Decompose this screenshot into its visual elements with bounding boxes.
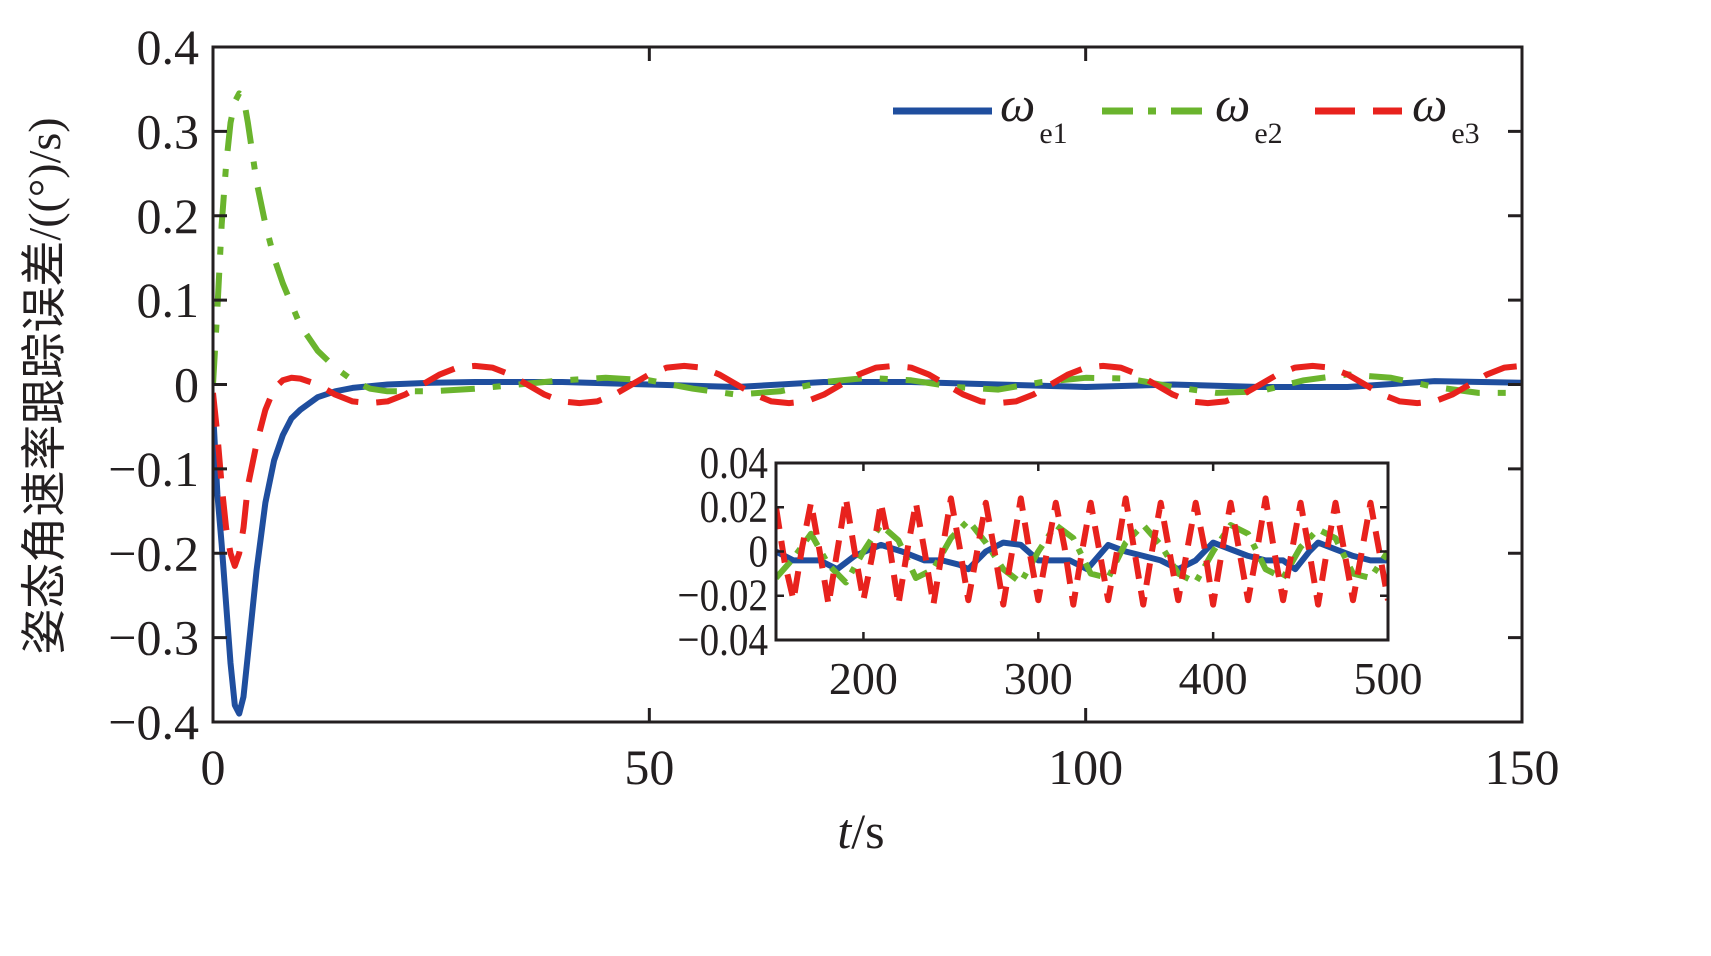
- inset-series-group: [776, 495, 1388, 608]
- x-axis-title-variable: t: [837, 803, 852, 859]
- legend-subscript: e2: [1254, 117, 1282, 150]
- main-plot: 0 50 100 150 0.4 0.3 0.2 0.1 0 −0.1 −0.2 −0.3 −0.4: [108, 19, 1559, 795]
- y-axis-title: 姿态角速率跟踪误差/((°)/s): [19, 117, 70, 654]
- legend-item-e3: ωe3: [1315, 76, 1480, 150]
- main-y-tick-label: 0.1: [137, 272, 200, 328]
- legend-symbol: ω: [1215, 76, 1250, 132]
- inset-series-omega-e3: [776, 495, 1388, 608]
- legend-label-e3: ωe3: [1412, 76, 1480, 150]
- inset-x-tick-label: 400: [1179, 653, 1248, 704]
- main-x-tick-label: 100: [1048, 739, 1123, 795]
- main-x-tick-label: 0: [201, 739, 226, 795]
- legend-item-e1: ωe1: [893, 76, 1068, 150]
- legend-symbol: ω: [1000, 76, 1035, 132]
- inset-y-tick-label: 0: [748, 527, 768, 578]
- inset-y-tick-label: 0.02: [700, 482, 768, 533]
- main-series-group: [213, 90, 1522, 717]
- inset-x-tick-label: 300: [1004, 653, 1073, 704]
- main-series-omega-e3: [213, 362, 1522, 569]
- main-y-tick-label: 0: [174, 357, 199, 413]
- main-y-tick-label: 0.2: [137, 188, 200, 244]
- x-axis-title: t/s: [837, 803, 884, 859]
- main-y-tick-label: −0.3: [108, 610, 199, 666]
- main-y-tick-label: −0.1: [108, 441, 199, 497]
- x-axis-title-unit: /s: [851, 803, 884, 859]
- main-y-tick-label: −0.4: [108, 694, 199, 750]
- inset-y-tick-label: 0.04: [700, 438, 768, 489]
- legend-label-e1: ωe1: [1000, 76, 1068, 150]
- main-x-tick-label: 50: [624, 739, 674, 795]
- main-y-tick-label: 0.4: [137, 19, 200, 75]
- inset-y-tick-label: −0.04: [678, 615, 768, 666]
- main-series-omega-e2: [213, 90, 1522, 398]
- inset-plot: 200 300 400 500 0.040.020−0.02−0.04: [678, 438, 1423, 704]
- inset-series-omega-e1: [776, 539, 1388, 573]
- inset-y-tick-label: −0.02: [678, 571, 768, 622]
- main-x-tick-label: 150: [1485, 739, 1560, 795]
- main-y-tick-label: 0.3: [137, 103, 200, 159]
- legend-subscript: e1: [1039, 117, 1067, 150]
- legend-item-e2: ωe2: [1102, 76, 1283, 150]
- inset-x-tick-label: 500: [1354, 653, 1423, 704]
- legend-symbol: ω: [1412, 76, 1447, 132]
- legend-subscript: e3: [1451, 117, 1479, 150]
- main-y-tick-label: −0.2: [108, 525, 199, 581]
- legend-label-e2: ωe2: [1215, 76, 1283, 150]
- inset-x-tick-label: 200: [829, 653, 898, 704]
